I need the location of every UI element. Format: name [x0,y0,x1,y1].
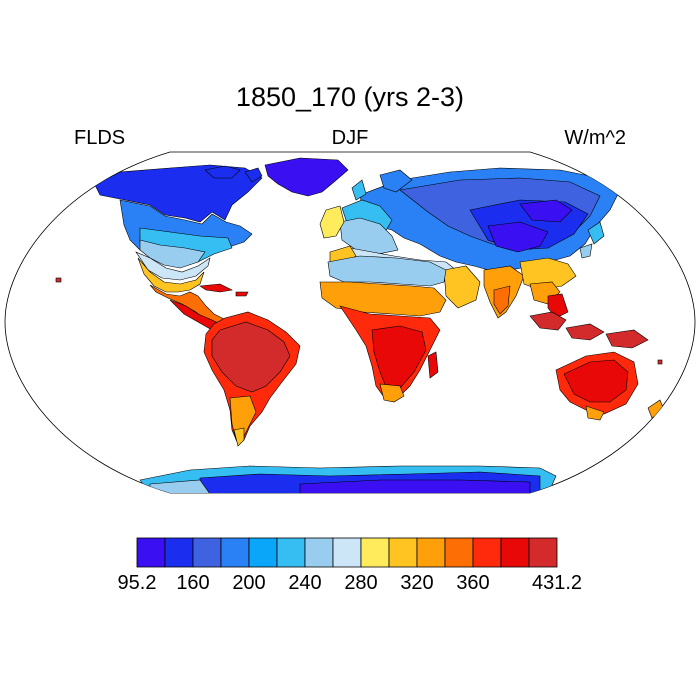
colorbar-tick-label: 280 [344,572,378,594]
colorbar-tick-label: 160 [176,572,210,594]
australia-oceania-landmass [55,277,665,421]
colorbar [136,537,558,568]
colorbar-swatch [276,537,306,568]
africa-landmass [319,255,447,403]
colorbar-tick-label: 431.2 [531,572,583,594]
colorbar-tick-label: 360 [456,572,490,594]
map-title: 1850_170 (yrs 2-3) [235,82,465,112]
colorbar-tick-label: 320 [400,572,434,594]
colorbar-swatch [472,537,502,568]
colorbar-tick-label: 200 [232,572,266,594]
colorbar-swatch [248,537,278,568]
colorbar-swatch [528,537,558,568]
north-america-landmass [94,157,349,337]
colorbar-swatch [192,537,222,568]
south-america-landmass [203,311,301,447]
season-label: DJF [331,127,369,149]
colorbar-swatch [136,537,166,568]
colorbar-swatch [164,537,194,568]
colorbar-swatch [500,537,530,568]
colorbar-tick-label: 240 [288,572,322,594]
colorbar-swatch [416,537,446,568]
colorbar-swatch [444,537,474,568]
antarctica-landmass [139,465,557,493]
colorbar-swatch [304,537,334,568]
colorbar-swatch [360,537,390,568]
colorbar-swatch [220,537,250,568]
colorbar-tick-label: 95.2 [117,572,157,594]
variable-label: FLDS [74,127,126,149]
colorbar-swatch [332,537,362,568]
colorbar-swatch [388,537,418,568]
units-label: W/m^2 [564,127,626,149]
